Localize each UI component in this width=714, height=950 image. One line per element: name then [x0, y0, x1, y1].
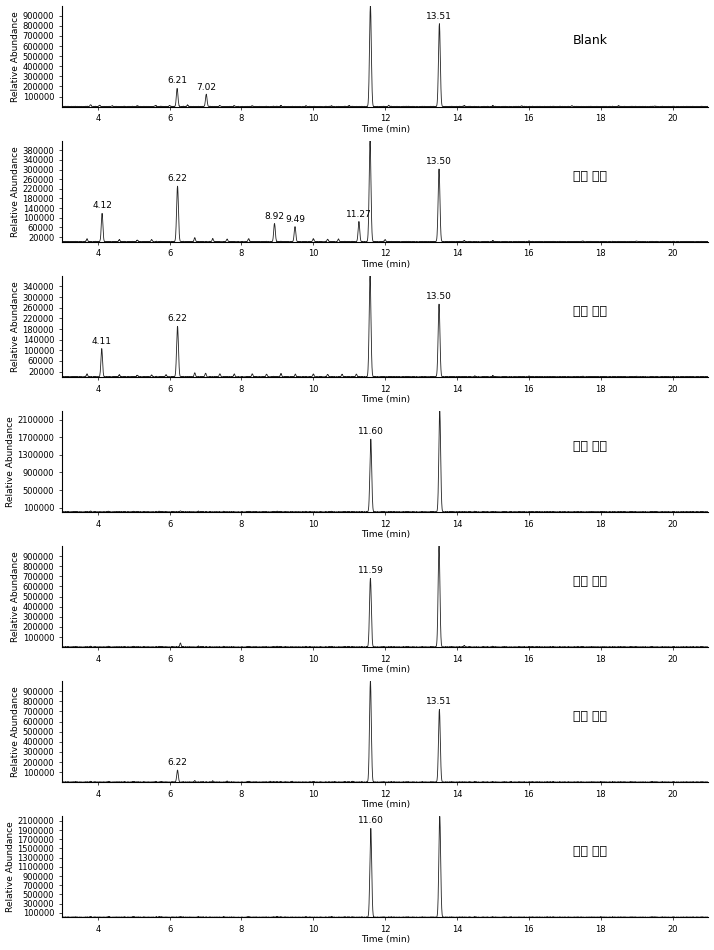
Y-axis label: Relative Abundance: Relative Abundance [11, 10, 20, 102]
X-axis label: Time (min): Time (min) [361, 530, 410, 539]
Text: 7.02: 7.02 [196, 83, 216, 91]
Text: 11.60: 11.60 [358, 816, 383, 826]
X-axis label: Time (min): Time (min) [361, 800, 410, 809]
Y-axis label: Relative Abundance: Relative Abundance [6, 416, 14, 507]
Text: 6.21: 6.21 [167, 76, 187, 86]
Text: 13.51: 13.51 [426, 11, 453, 21]
Text: 철서 정수: 철서 정수 [573, 710, 607, 723]
Y-axis label: Relative Abundance: Relative Abundance [6, 822, 14, 912]
Text: 11.60: 11.60 [358, 428, 383, 436]
Text: 13.52: 13.52 [427, 805, 453, 813]
Text: 11.58: 11.58 [357, 264, 383, 273]
Text: 물금 원수: 물금 원수 [573, 440, 607, 453]
Text: 13.50: 13.50 [426, 157, 452, 166]
Text: 13.50: 13.50 [426, 534, 452, 543]
Text: 13.51: 13.51 [426, 697, 453, 707]
X-axis label: Time (min): Time (min) [361, 936, 410, 944]
Text: 11.59: 11.59 [358, 0, 383, 3]
Text: 4.11: 4.11 [91, 336, 111, 346]
X-axis label: Time (min): Time (min) [361, 260, 410, 269]
Text: 6.22: 6.22 [168, 314, 188, 323]
Text: 11.58: 11.58 [357, 128, 383, 138]
Text: 철서 원수: 철서 원수 [573, 305, 607, 317]
Text: 9.49: 9.49 [285, 215, 305, 223]
Text: 8.92: 8.92 [264, 212, 284, 220]
Text: 화명 정수: 화명 정수 [573, 846, 607, 858]
Text: 11.59: 11.59 [358, 669, 383, 678]
X-axis label: Time (min): Time (min) [361, 124, 410, 134]
Text: 6.22: 6.22 [168, 174, 188, 183]
Text: 13.52: 13.52 [427, 399, 453, 408]
Y-axis label: Relative Abundance: Relative Abundance [11, 146, 20, 237]
Text: 6.22: 6.22 [168, 758, 188, 768]
Text: 11.59: 11.59 [358, 566, 383, 576]
Text: 문산 정수: 문산 정수 [573, 575, 607, 588]
Text: Blank: Blank [573, 34, 608, 48]
Y-axis label: Relative Abundance: Relative Abundance [11, 551, 20, 642]
Text: 4.12: 4.12 [92, 201, 112, 211]
Text: 문산 원수: 문산 원수 [573, 170, 607, 182]
X-axis label: Time (min): Time (min) [361, 395, 410, 404]
Y-axis label: Relative Abundance: Relative Abundance [11, 686, 20, 777]
X-axis label: Time (min): Time (min) [361, 665, 410, 674]
Text: 13.50: 13.50 [426, 292, 452, 301]
Y-axis label: Relative Abundance: Relative Abundance [11, 281, 20, 371]
Text: 11.27: 11.27 [346, 210, 372, 218]
